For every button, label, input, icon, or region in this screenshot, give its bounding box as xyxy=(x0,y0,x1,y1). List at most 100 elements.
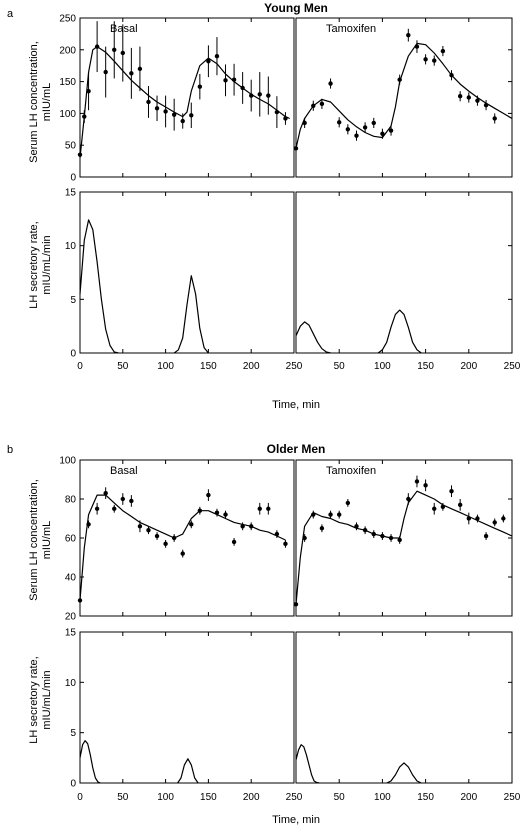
fig-b-row-concentration-panel-1-frame xyxy=(79,459,295,617)
fig-a-row-secretion-panel-2-frame xyxy=(295,191,513,354)
data-point xyxy=(129,71,134,76)
x-tick-label: 200 xyxy=(460,361,477,372)
data-point xyxy=(345,500,351,506)
y-tick-label: 200 xyxy=(59,45,76,56)
y-tick-label: 5 xyxy=(70,728,76,739)
figure-a-xlabel: Time, min xyxy=(272,399,320,411)
data-point xyxy=(475,98,480,103)
fitted-curve xyxy=(79,45,290,158)
data-point xyxy=(129,498,134,504)
data-point xyxy=(257,92,262,97)
fig-b-row-concentration-panel-2: Tamoxifen xyxy=(293,459,513,617)
data-point xyxy=(163,541,168,547)
data-point xyxy=(180,118,185,124)
figure-b-bottom-ylabel-line1: LH secretory rate, xyxy=(28,656,40,743)
fig-b-row-secretion-panel-1-frame xyxy=(79,631,295,784)
x-tick-label: 50 xyxy=(334,792,346,803)
fig-a-row-concentration-panel-1-label: Basal xyxy=(110,23,138,35)
x-tick-label: 250 xyxy=(286,361,303,372)
data-point xyxy=(223,78,228,83)
data-point xyxy=(103,490,108,496)
data-point xyxy=(146,528,151,533)
data-point xyxy=(423,483,428,488)
figure-a-bottom-ylabel-line1: LH secretory rate, xyxy=(28,221,40,308)
data-point xyxy=(380,131,385,136)
data-point xyxy=(206,492,211,498)
fig-b-row-concentration-panel-1-label: Basal xyxy=(110,465,138,477)
figure-a-title: Young Men xyxy=(264,1,328,15)
data-point xyxy=(112,47,117,52)
data-point xyxy=(337,120,342,125)
y-tick-label: 0 xyxy=(70,779,76,790)
x-tick-label: 250 xyxy=(286,792,303,803)
fitted-curve xyxy=(295,42,513,149)
x-tick-label: 200 xyxy=(460,792,477,803)
data-point xyxy=(362,125,368,130)
data-point xyxy=(354,133,359,138)
data-point xyxy=(337,512,342,517)
fig-b-row-concentration-panel-2-frame xyxy=(295,459,513,617)
fig-a-row-concentration-panel-1: 0 50 100 150 200 250 Basal xyxy=(59,14,295,184)
x-tick-label: 0 xyxy=(77,361,83,372)
y-tick-label: 80 xyxy=(65,495,77,506)
x-tick-label: 50 xyxy=(117,792,129,803)
secretory-pulse-1 xyxy=(79,740,101,784)
fitted-curve xyxy=(295,490,513,605)
data-point xyxy=(466,95,471,100)
y-tick-label: 60 xyxy=(65,534,77,545)
y-tick-label: 40 xyxy=(65,573,77,584)
data-point xyxy=(231,539,237,545)
y-tick-label: 20 xyxy=(65,612,77,623)
data-point xyxy=(103,69,108,75)
data-point xyxy=(414,479,420,484)
figure-a-top-ylabel-line2: mIU/mL xyxy=(41,83,53,122)
y-tick-label: 10 xyxy=(65,241,77,252)
data-point xyxy=(406,32,411,38)
figure-a-top-ylabel-line1: Serum LH concentration, xyxy=(28,41,40,163)
data-point xyxy=(319,101,325,107)
x-tick-label: 100 xyxy=(374,361,391,372)
x-tick-label: 150 xyxy=(200,361,217,372)
fig-b-row-secretion-panel-1: 0 5 10 15 xyxy=(65,628,295,790)
data-point xyxy=(137,524,143,529)
figure-b-xlabel: Time, min xyxy=(272,814,320,826)
y-tick-label: 0 xyxy=(70,173,76,184)
secretory-pulse-2 xyxy=(173,275,209,354)
x-tick-label: 200 xyxy=(243,361,260,372)
y-tick-label: 250 xyxy=(59,14,76,25)
y-tick-label: 5 xyxy=(70,295,76,306)
x-tick-label: 150 xyxy=(417,361,434,372)
data-point xyxy=(388,128,394,133)
x-tick-label: 150 xyxy=(200,792,217,803)
data-point xyxy=(154,533,160,539)
data-point xyxy=(180,551,185,556)
x-tick-label: 250 xyxy=(504,792,521,803)
y-tick-label: 0 xyxy=(70,349,76,360)
fig-a-row-concentration-panel-1-frame xyxy=(79,17,295,178)
data-point xyxy=(189,522,194,527)
figure-a-young-men: a Young Men Serum LH concentration, mIU/… xyxy=(7,1,521,411)
fig-a-row-concentration-panel-2-frame xyxy=(295,17,513,178)
data-point xyxy=(223,512,228,517)
data-point xyxy=(94,506,100,511)
secretory-pulse-1 xyxy=(295,744,320,784)
fig-b-row-secretion-panel-2-frame xyxy=(295,631,513,784)
data-point xyxy=(449,489,454,494)
y-tick-label: 15 xyxy=(65,188,77,199)
fig-a-row-secretion-panel-1: 0 5 10 15 xyxy=(65,188,295,360)
fig-a-row-secretion-panel-1-frame xyxy=(79,191,295,354)
data-point xyxy=(283,541,288,547)
data-point xyxy=(120,50,126,56)
data-point xyxy=(120,496,126,502)
figure-b-older-men: b Older Men Serum LH concentration, mIU/… xyxy=(7,442,521,826)
x-tick-label: 50 xyxy=(334,361,346,372)
panel-letter-a: a xyxy=(7,8,14,20)
figure-b-top-ylabel-line1: Serum LH concentration, xyxy=(28,479,40,601)
data-point xyxy=(501,516,506,521)
fig-b-row-concentration-panel-1: 20 40 60 80 100 Basal xyxy=(59,456,295,623)
x-tick-label: 0 xyxy=(77,792,83,803)
secretory-pulse-1 xyxy=(79,219,119,354)
